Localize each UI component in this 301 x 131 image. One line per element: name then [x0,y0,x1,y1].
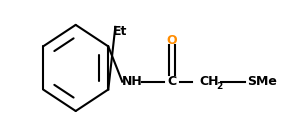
Text: O: O [166,34,177,47]
Text: SMe: SMe [247,75,277,88]
Text: Et: Et [113,25,128,38]
Text: 2: 2 [216,82,223,91]
Text: NH: NH [122,75,143,88]
Text: C: C [167,75,176,88]
Text: CH: CH [200,75,219,88]
